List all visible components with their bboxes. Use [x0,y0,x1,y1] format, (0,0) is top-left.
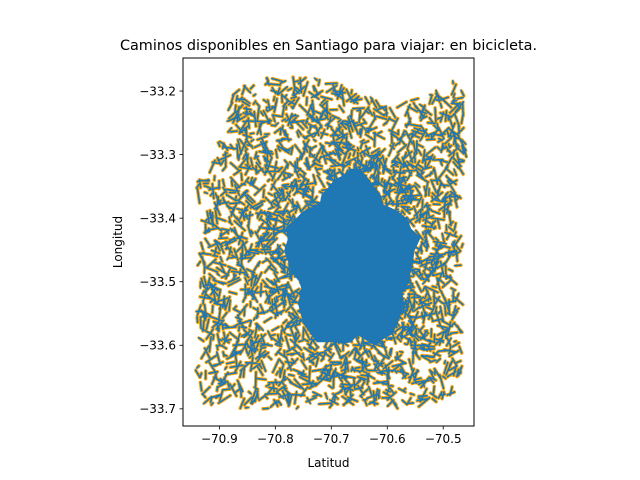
y-tick-label: −33.7 [139,402,176,416]
y-axis: −33.2 −33.3 −33.4 −33.5 −33.6 −33.7 [139,84,183,416]
y-tick-label: −33.6 [139,339,176,353]
x-axis: −70.9 −70.8 −70.7 −70.6 −70.5 [201,426,462,446]
x-tick-label: −70.5 [425,432,462,446]
x-axis-label: Latitud [307,456,349,470]
x-tick-label: −70.9 [201,432,238,446]
plot-data [193,75,469,411]
y-tick-label: −33.5 [139,275,176,289]
chart-title: Caminos disponibles en Santiago para via… [120,38,537,54]
x-tick-label: −70.7 [313,432,350,446]
y-tick-label: −33.2 [139,84,176,98]
x-tick-label: −70.8 [257,432,294,446]
plot-frame [182,57,475,427]
y-tick-label: −33.3 [139,148,176,162]
bike-path-lines [194,76,468,410]
y-axis-label: Longitud [111,216,125,268]
x-tick-label: −70.6 [369,432,406,446]
y-tick-label: −33.4 [139,211,176,225]
bike-path-core [284,168,421,346]
